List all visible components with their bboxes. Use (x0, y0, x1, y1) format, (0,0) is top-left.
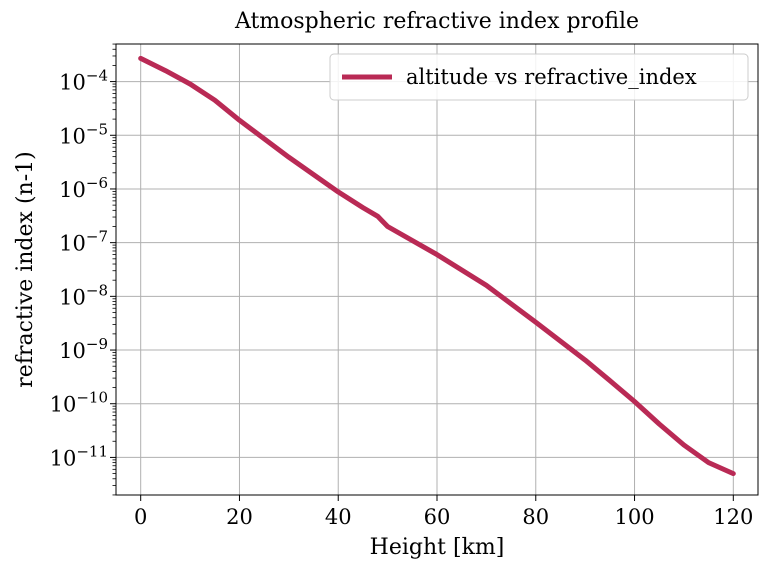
y-tick-label: 10−6 (59, 174, 108, 202)
y-tick-base: 10 (59, 178, 86, 202)
legend: altitude vs refractive_index (329, 53, 749, 101)
y-tick-exponent: −6 (86, 174, 108, 192)
y-tick-exponent: −5 (86, 120, 108, 138)
y-tick-base: 10 (59, 124, 86, 148)
y-tick-label: 10−8 (59, 281, 108, 309)
y-tick-exponent: −7 (86, 228, 108, 246)
ticks: 0 20 40 60 80 100 12010−410−510−610−710−810−91… (50, 43, 753, 529)
x-tick-label: 0 (134, 505, 147, 529)
y-tick-base: 10 (59, 339, 86, 363)
x-tick-label: 20 (226, 505, 253, 529)
series-line-0 (138, 55, 736, 477)
x-tick-label: 80 (522, 505, 549, 529)
y-tick-base: 10 (59, 285, 86, 309)
grid (116, 44, 758, 495)
y-tick-exponent: −8 (86, 281, 108, 299)
y-tick-label: 10−7 (59, 228, 108, 256)
y-axis-label: refractive index (n-1) (13, 151, 38, 387)
legend-label: altitude vs refractive_index (406, 65, 697, 89)
x-axis-label: Height [km] (370, 535, 505, 560)
y-tick-label: 10−10 (50, 389, 108, 417)
y-tick-base: 10 (59, 232, 86, 256)
legend-box (329, 53, 749, 101)
y-tick-exponent: −11 (76, 442, 108, 460)
y-tick-exponent: −10 (76, 389, 108, 407)
x-tick-label: 40 (325, 505, 352, 529)
x-tick-label: 60 (424, 505, 451, 529)
y-tick-base: 10 (50, 446, 77, 470)
y-tick-label: 10−5 (59, 120, 108, 148)
y-tick-exponent: −9 (86, 335, 108, 353)
y-tick-label: 10−9 (59, 335, 108, 363)
x-tick-label: 100 (614, 505, 654, 529)
y-tick-exponent: −4 (86, 67, 108, 85)
y-tick-label: 10−11 (50, 442, 108, 470)
y-tick-base: 10 (59, 71, 86, 95)
x-tick-label: 120 (713, 505, 753, 529)
y-tick-label: 10−4 (59, 67, 108, 95)
series-layer (138, 55, 736, 477)
y-tick-base: 10 (50, 393, 77, 417)
chart-title: Atmospheric refractive index profile (234, 9, 639, 34)
